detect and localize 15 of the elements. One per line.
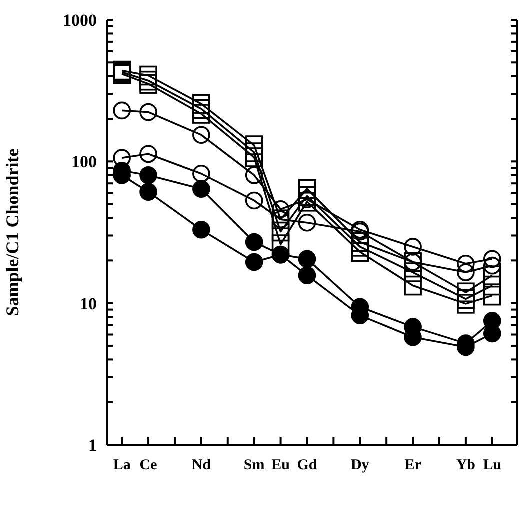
x-tick-label: La — [113, 458, 132, 474]
x-tick-label: Ce — [140, 458, 158, 474]
y-tick-label: 100 — [72, 152, 97, 172]
y-axis-title: Sample/C1 Chondrite — [2, 148, 22, 316]
y-tick-label: 1000 — [63, 11, 97, 30]
x-tick-label: Gd — [297, 458, 318, 474]
y-tick-label: 1 — [88, 436, 97, 456]
x-tick-label: Dy — [350, 458, 370, 474]
x-tick-label: Nd — [192, 458, 212, 474]
x-tick-label: Sm — [244, 458, 266, 474]
x-tick-label: Yb — [456, 458, 476, 474]
x-tick-label: Er — [404, 458, 422, 474]
x-tick-label: Eu — [272, 458, 290, 474]
x-tick-label: Lu — [483, 458, 502, 474]
y-tick-label: 10 — [80, 294, 97, 314]
